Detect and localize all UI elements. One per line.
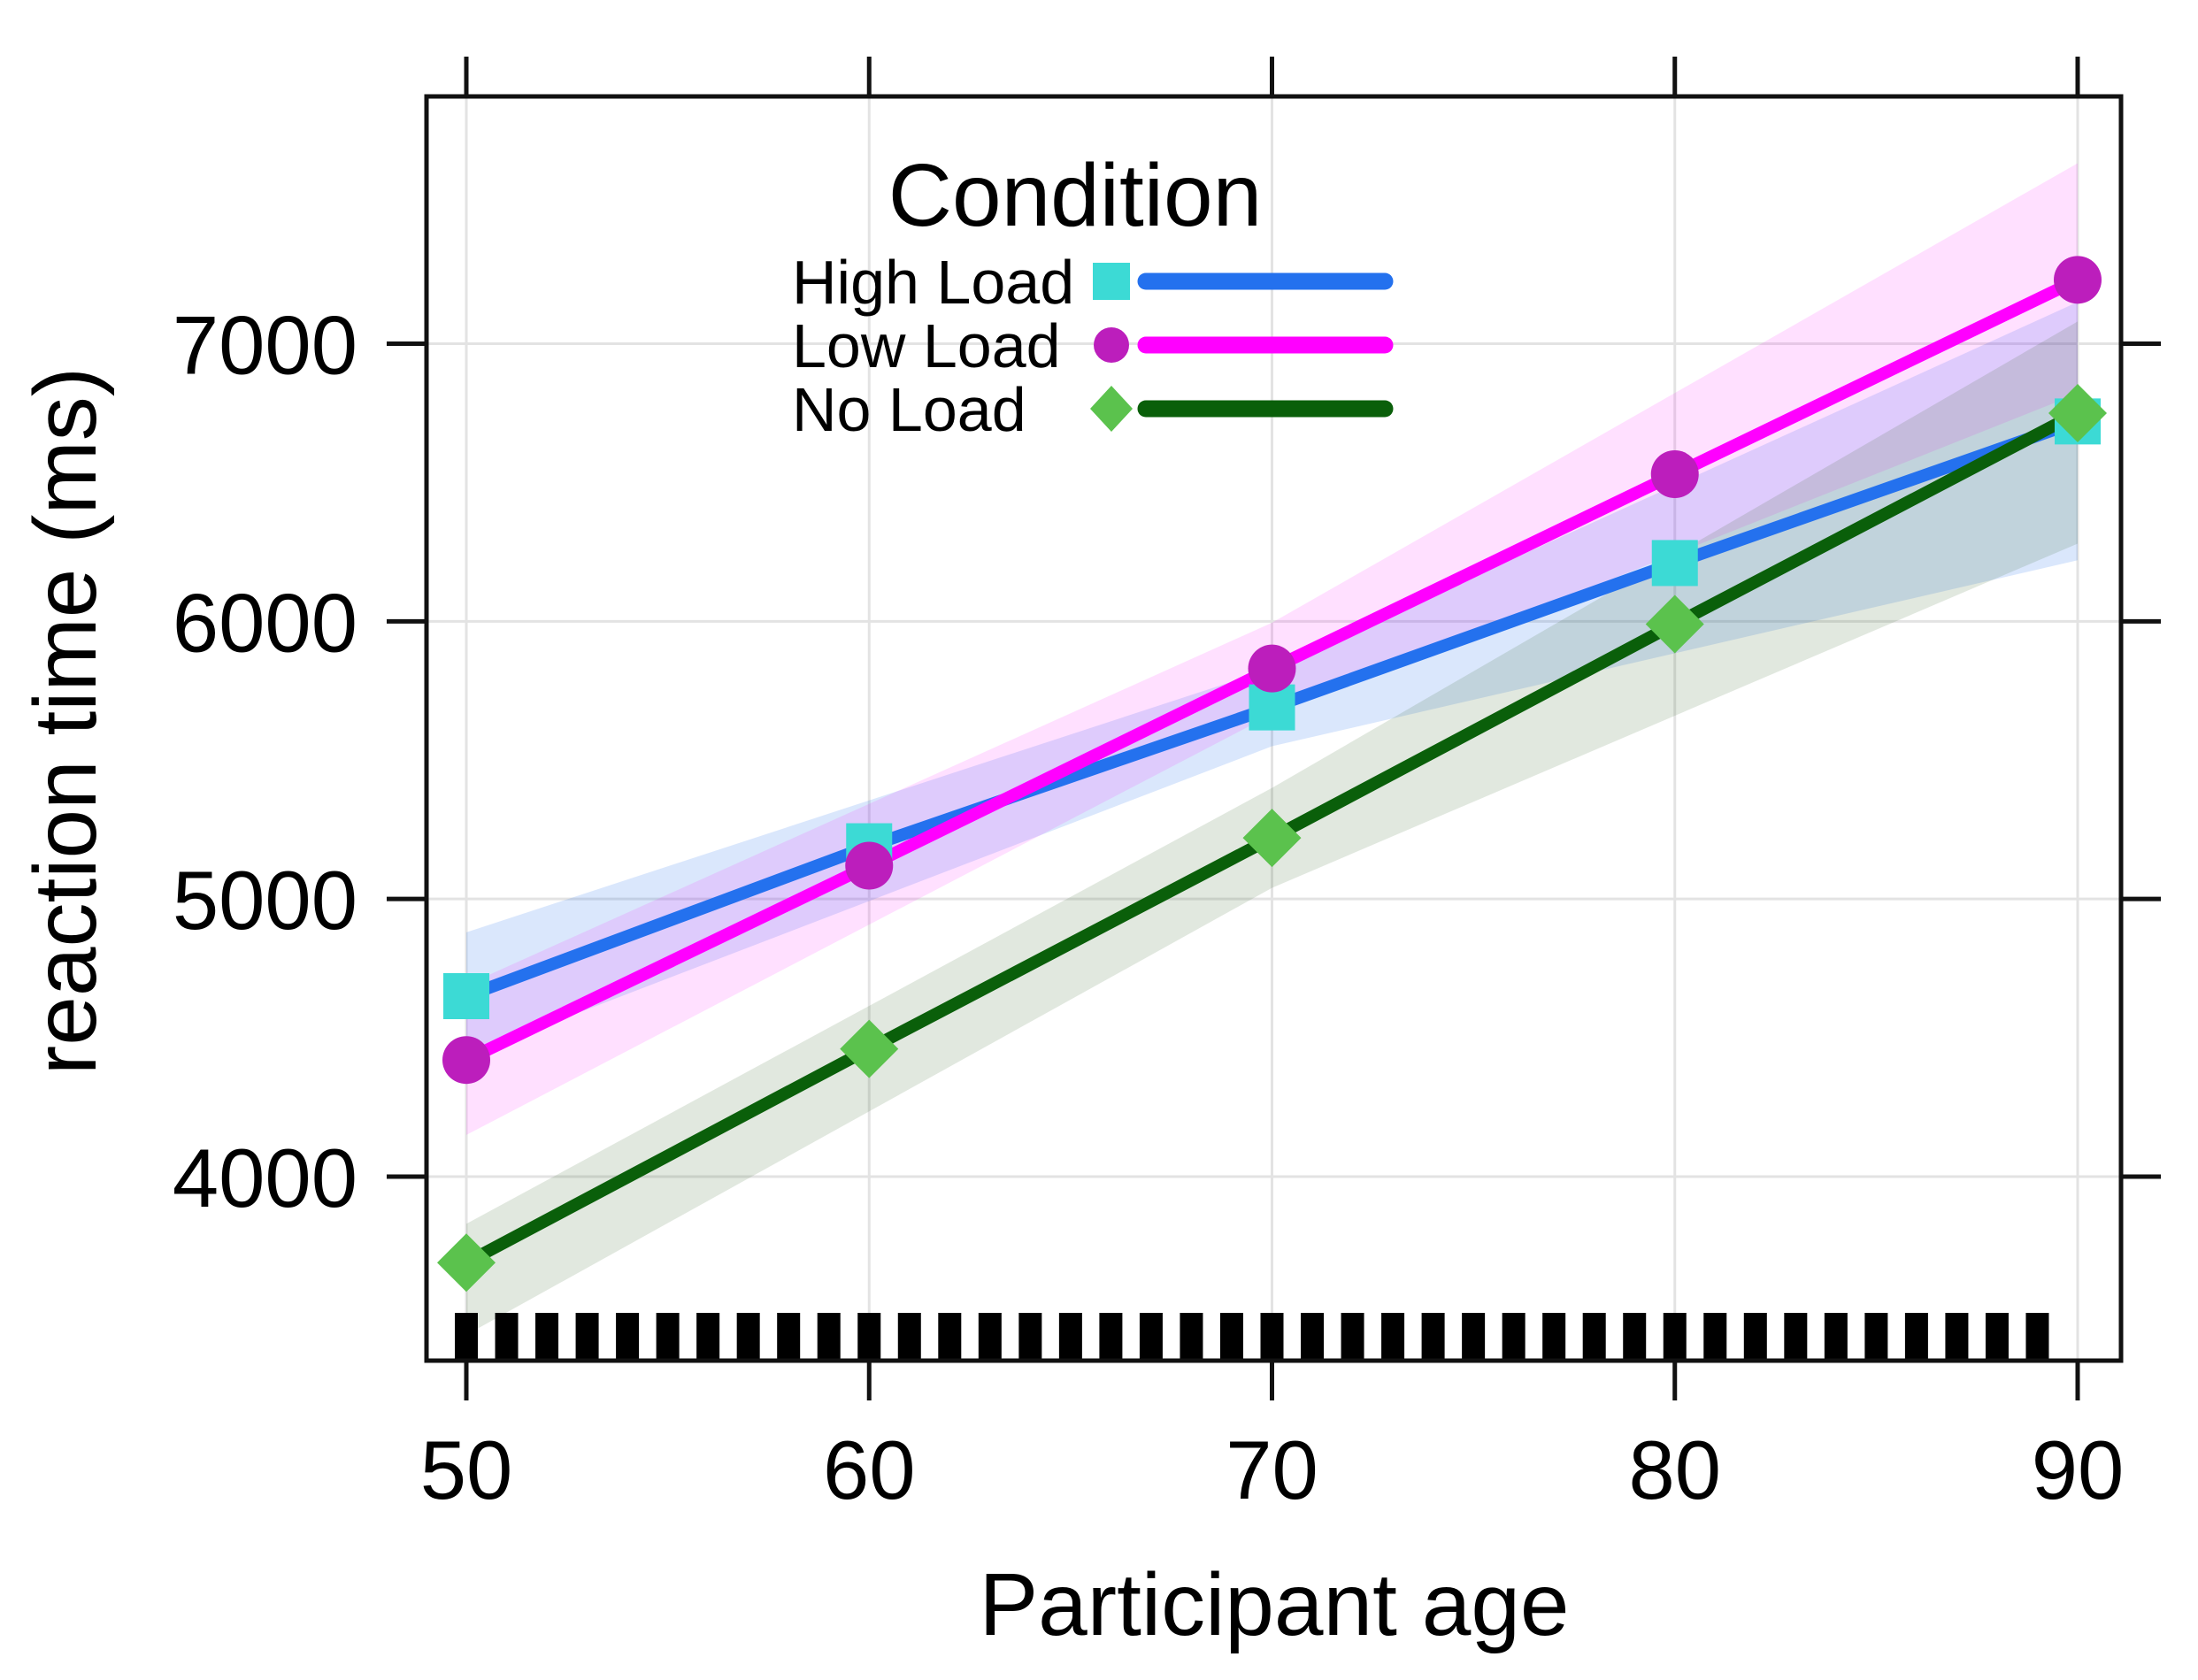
axis-ticks: [387, 57, 2161, 1400]
rug-tick: [1582, 1313, 1606, 1359]
x-tick-label: 70: [1226, 1423, 1318, 1516]
y-tick-label: 5000: [173, 854, 357, 947]
rug-tick: [1784, 1313, 1808, 1359]
legend-label: High Load: [792, 248, 1074, 317]
rug-tick: [535, 1313, 559, 1359]
y-axis-title: reaction time (ms): [16, 367, 115, 1075]
legend-circle-marker: [1094, 327, 1129, 363]
marker-diamond-no-load: [437, 1233, 496, 1293]
tick-labels: 50 60 70 80 90 4000 5000 6000 7000: [173, 299, 2124, 1516]
rug-tick: [1703, 1313, 1727, 1359]
rug-tick: [1219, 1313, 1243, 1359]
rug-tick: [1381, 1313, 1405, 1359]
marker-diamond-no-load: [2048, 383, 2107, 442]
marker-diamond-no-load: [840, 1019, 899, 1078]
series-markers: [437, 256, 2107, 1293]
x-tick-label: 50: [420, 1423, 513, 1516]
rug-tick: [495, 1313, 519, 1359]
rug-tick: [1864, 1313, 1888, 1359]
rug-tick: [1623, 1313, 1647, 1359]
rug-tick: [1824, 1313, 1848, 1359]
rug-tick: [938, 1313, 962, 1359]
rug-tick: [1743, 1313, 1767, 1359]
rug-tick: [978, 1313, 1002, 1359]
x-axis-title: Participant age: [979, 1555, 1569, 1654]
rug-tick: [1139, 1313, 1163, 1359]
rug-plot: [455, 1313, 2049, 1359]
marker-circle-low-load: [1650, 450, 1699, 499]
rug-tick: [777, 1313, 801, 1359]
rug-tick: [1542, 1313, 1566, 1359]
rug-tick: [1301, 1313, 1325, 1359]
x-tick-label: 80: [1628, 1423, 1721, 1516]
rug-tick: [1058, 1313, 1082, 1359]
legend-diamond-marker: [1090, 386, 1133, 432]
x-tick-label: 60: [823, 1423, 916, 1516]
rug-tick: [817, 1313, 841, 1359]
legend-title: Condition: [888, 146, 1263, 245]
rug-tick: [455, 1313, 478, 1359]
marker-square-high-load: [443, 973, 489, 1020]
marker-square-high-load: [1651, 540, 1698, 587]
legend-square-marker: [1093, 263, 1130, 300]
rug-tick: [2025, 1313, 2049, 1359]
y-tick-label: 7000: [173, 299, 357, 392]
y-tick-label: 6000: [173, 576, 357, 669]
rug-tick: [1904, 1313, 1928, 1359]
rug-tick: [857, 1313, 881, 1359]
rug-tick: [1945, 1313, 1969, 1359]
rug-tick: [1502, 1313, 1526, 1359]
y-tick-label: 4000: [173, 1132, 357, 1224]
rug-tick: [1260, 1313, 1284, 1359]
rug-tick: [1663, 1313, 1687, 1359]
rug-tick: [1462, 1313, 1486, 1359]
x-tick-label: 90: [2032, 1423, 2125, 1516]
marker-circle-low-load: [845, 841, 894, 890]
marker-diamond-no-load: [1645, 595, 1704, 654]
rug-tick: [656, 1313, 680, 1359]
rug-tick: [1180, 1313, 1203, 1359]
rug-tick: [696, 1313, 720, 1359]
marker-circle-low-load: [1248, 644, 1296, 693]
legend-label: Low Load: [792, 311, 1061, 380]
marker-diamond-no-load: [1242, 809, 1302, 868]
rug-tick: [1985, 1313, 2009, 1359]
rug-tick: [616, 1313, 640, 1359]
rug-tick: [736, 1313, 760, 1359]
marker-circle-low-load: [442, 1036, 490, 1085]
rug-tick: [897, 1313, 921, 1359]
rug-tick: [1018, 1313, 1042, 1359]
rug-tick: [1341, 1313, 1364, 1359]
legend-label: No Load: [792, 375, 1026, 444]
rug-tick: [1099, 1313, 1123, 1359]
marker-circle-low-load: [2054, 256, 2102, 304]
rug-tick: [575, 1313, 599, 1359]
rug-tick: [1421, 1313, 1445, 1359]
